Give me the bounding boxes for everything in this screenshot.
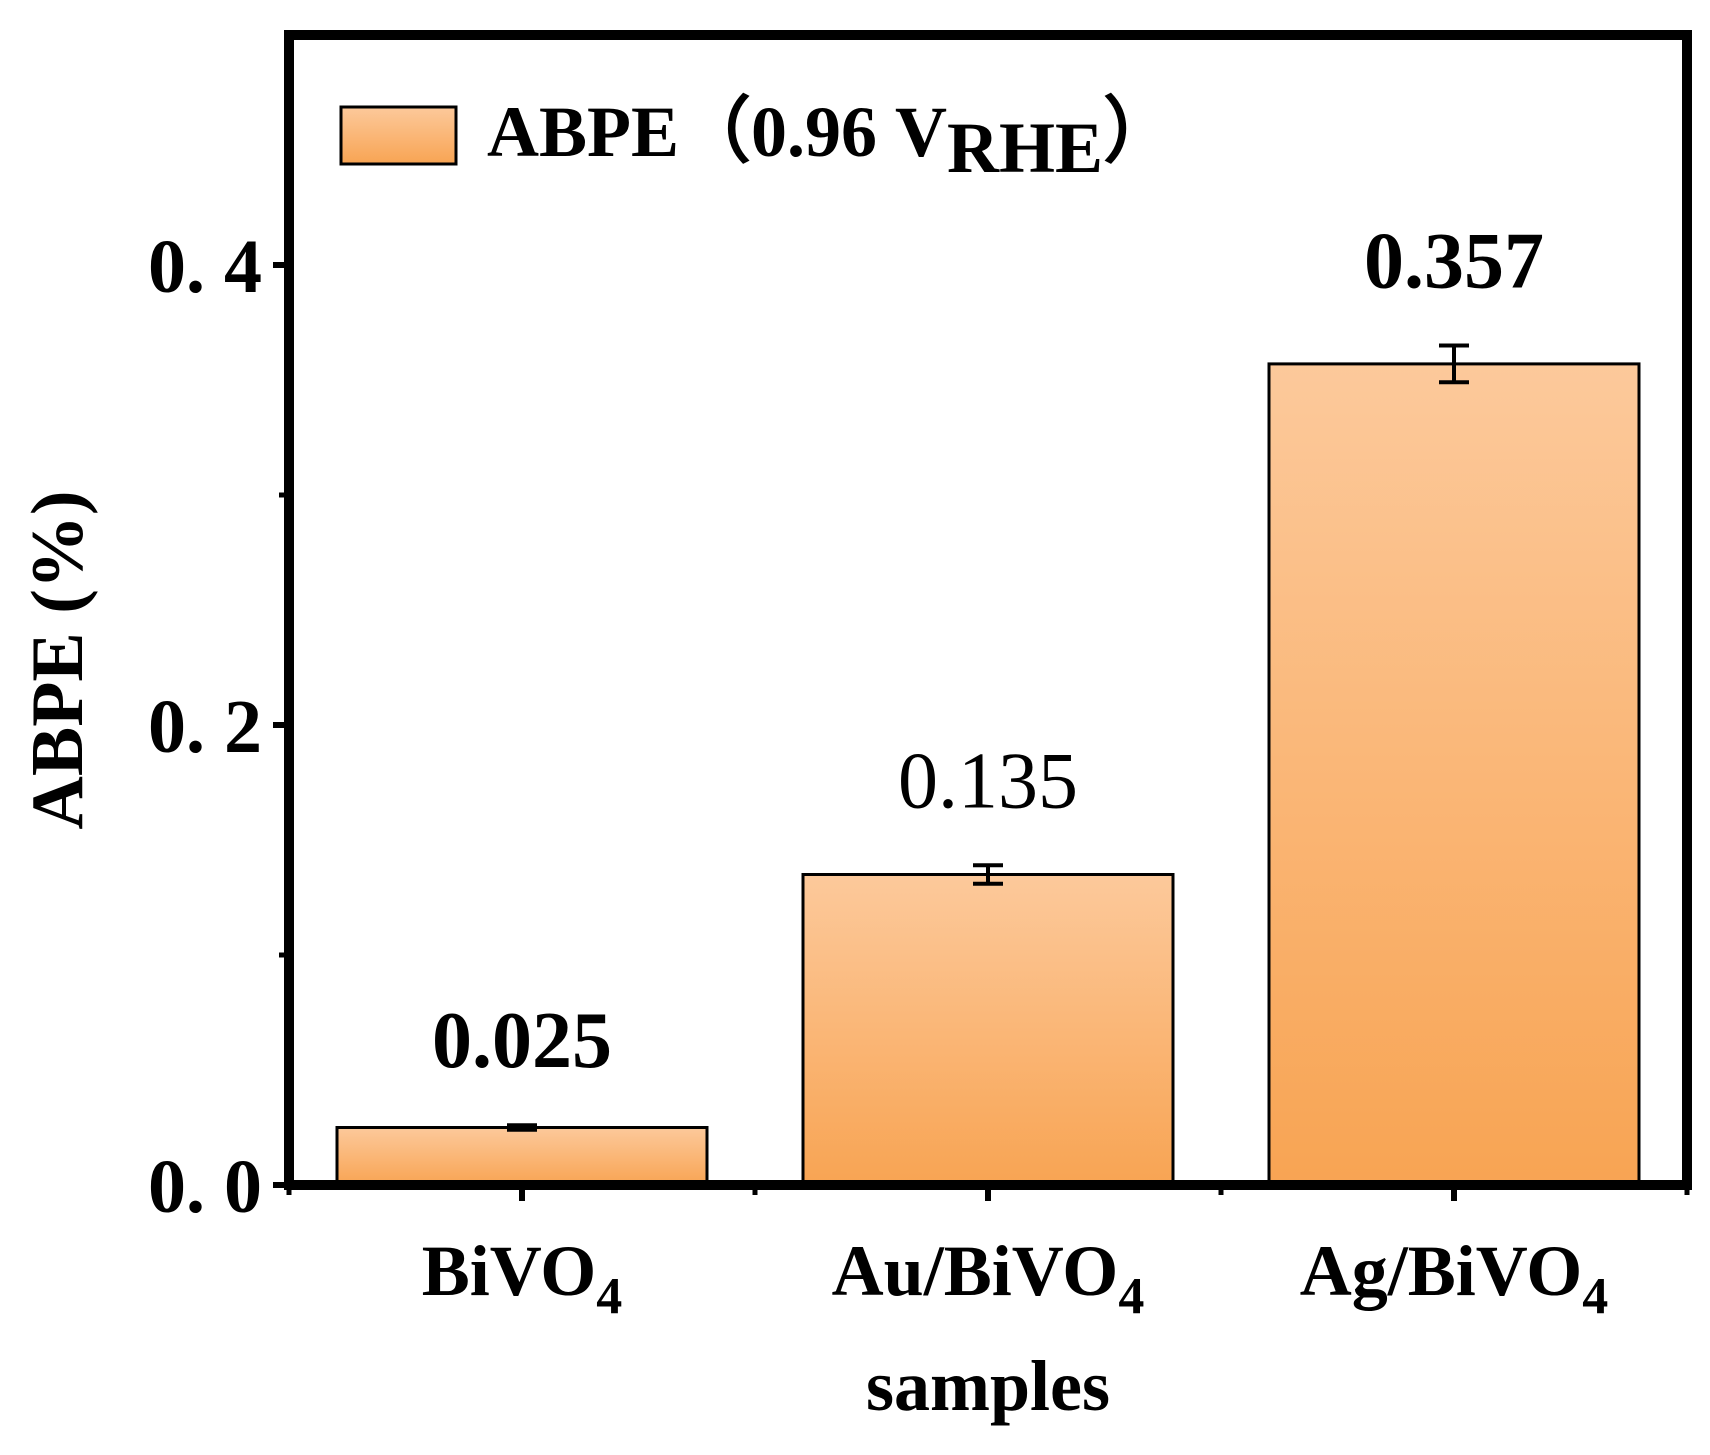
data-label: 0.135 bbox=[898, 737, 1078, 825]
bar bbox=[801, 873, 1175, 1187]
data-label: 0.025 bbox=[432, 997, 612, 1085]
x-tick-label: BiVO4 bbox=[422, 1231, 623, 1325]
legend-swatch bbox=[339, 105, 458, 166]
legend: ABPE（0.96 VRHE） bbox=[339, 92, 1175, 188]
x-axis-title: samples bbox=[866, 1346, 1110, 1426]
y-axis-title: ABPE (%) bbox=[17, 490, 99, 829]
x-tick-label: Ag/BiVO4 bbox=[1300, 1231, 1609, 1325]
error-bars-layer bbox=[507, 343, 1469, 1132]
data-label: 0.357 bbox=[1364, 218, 1544, 306]
bar bbox=[335, 1126, 709, 1187]
legend-label: ABPE（0.96 VRHE） bbox=[487, 92, 1175, 188]
ticks-layer bbox=[273, 262, 1690, 1201]
x-tick-label: Au/BiVO4 bbox=[832, 1231, 1145, 1325]
y-tick-label: 0. 4 bbox=[148, 225, 262, 309]
bar bbox=[1267, 362, 1641, 1187]
y-tick-label: 0. 0 bbox=[148, 1145, 262, 1229]
y-tick-label: 0. 2 bbox=[148, 685, 262, 769]
labels-layer: 0.025 BiVO4 0.135 Au/BiVO4 0.357 Ag/BiVO4 0. 0… bbox=[148, 218, 1608, 1326]
